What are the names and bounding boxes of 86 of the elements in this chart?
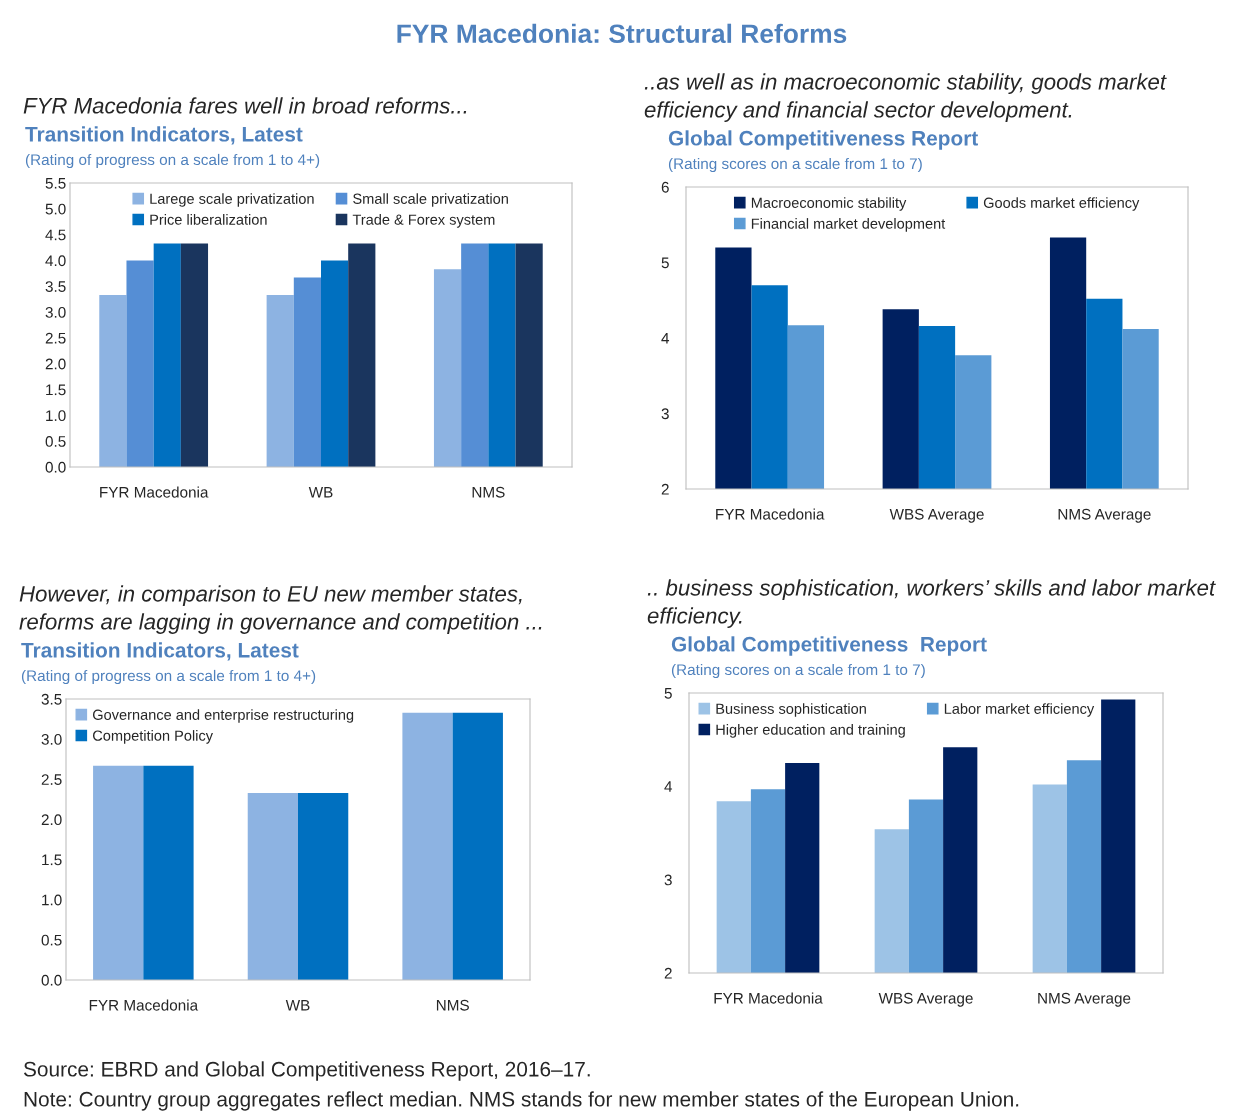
x-tick-label: FYR Macedonia xyxy=(100,486,209,498)
x-tick-label: WBS Average xyxy=(878,992,973,1007)
legend-label: Larege scale privatization xyxy=(150,193,314,207)
bar xyxy=(153,243,181,467)
x-tick-label: FYR Macedonia xyxy=(714,992,823,1004)
legend-label: Competition Policy xyxy=(92,730,213,744)
x-tick-label: FYR Macedonia xyxy=(716,508,825,520)
chart-title: Transition Indicators, Latest xyxy=(25,126,303,145)
legend-label: Financial market development xyxy=(751,218,946,232)
y-tick-label: 1.5 xyxy=(46,384,66,396)
bar xyxy=(99,295,127,467)
y-tick-label: 4 xyxy=(664,781,673,792)
y-tick-label: 3.5 xyxy=(45,281,66,292)
text: FYR Macedonia: Structural Reforms xyxy=(397,23,847,44)
legend-label: Small scale privatization xyxy=(353,193,508,207)
bar xyxy=(143,765,194,980)
source-note: Source: EBRD and Global Competitiveness Report, 2016–17. xyxy=(23,1061,590,1081)
y-tick-label: 4.0 xyxy=(45,255,66,267)
x-tick-label: NMS xyxy=(472,486,505,498)
x-tick-label: WBS Average xyxy=(889,508,984,523)
legend-label: Goods market efficiency xyxy=(983,197,1140,211)
legend-label: Price liberalization xyxy=(150,214,267,225)
chart-subtitle: (Rating scores on a scale from 1 to 7) xyxy=(671,663,925,679)
y-tick-label: 5 xyxy=(661,257,669,269)
legend-label: Trade & Forex system xyxy=(352,214,495,228)
chart-title: Global Competitiveness Report xyxy=(671,636,987,656)
bar xyxy=(461,243,489,467)
chart-subtitle: (Rating scores on a scale from 1 to 7) xyxy=(668,157,922,173)
y-tick-label: 3.5 xyxy=(41,693,62,705)
y-tick-label: 4.5 xyxy=(45,229,66,241)
y-tick-label: 1.0 xyxy=(42,894,62,906)
x-tick-label: WB xyxy=(308,487,333,498)
y-tick-label: 2.5 xyxy=(45,332,66,344)
legend-label: Labor market efficiency xyxy=(944,703,1095,717)
bar xyxy=(126,260,154,467)
y-tick-label: 1.0 xyxy=(46,410,66,422)
bar xyxy=(488,243,516,467)
legend-label: Governance and enterprise restructuring xyxy=(92,709,354,723)
y-tick-label: 2.0 xyxy=(41,814,62,826)
y-tick-label: 2.0 xyxy=(45,358,66,370)
bar xyxy=(93,765,144,980)
y-tick-label: 2.5 xyxy=(41,774,62,785)
y-tick-label: 2 xyxy=(661,483,669,495)
x-tick-label: NMS Average xyxy=(1038,992,1131,1007)
x-tick-label: FYR Macedonia xyxy=(89,999,199,1011)
y-tick-label: 0.5 xyxy=(41,934,62,946)
y-tick-label: 0.0 xyxy=(41,974,62,986)
chart-subtitle: (Rating of progress on a scale from 1 to 4+) xyxy=(21,669,316,685)
legend-label: Higher education and training xyxy=(716,724,905,738)
y-tick-label: 2 xyxy=(664,967,672,979)
x-tick-label: NMS xyxy=(436,999,469,1011)
text: ..as well as in macroeconomic stability, goods market efficiency and financial sector development. xyxy=(644,73,1167,122)
bar xyxy=(515,243,543,467)
legend-label: Macroeconomic stability xyxy=(751,197,907,211)
y-tick-label: 1.5 xyxy=(42,854,62,866)
bar xyxy=(180,243,209,467)
text: However, in comparison to EU new member states, reforms are lagging in governance and competition ... xyxy=(19,585,542,634)
y-tick-label: 5.0 xyxy=(45,203,66,215)
x-tick-label: WB xyxy=(285,1000,310,1011)
bar xyxy=(321,260,349,467)
text: Note: Country group aggregates reflect median. NMS stands for new member states of the European Union. xyxy=(24,1091,1019,1111)
bar xyxy=(298,792,349,980)
y-tick-label: 0.5 xyxy=(45,436,66,447)
y-tick-label: 3.0 xyxy=(45,306,66,318)
y-tick-label: 3 xyxy=(661,408,669,420)
legend-label: Business sophistication xyxy=(716,703,866,717)
text: FYR Macedonia fares well in broad reforms... xyxy=(23,97,467,114)
chart-title: Transition Indicators, Latest xyxy=(21,642,299,661)
y-tick-label: 3.0 xyxy=(41,734,62,745)
x-tick-label: NMS Average xyxy=(1058,508,1151,523)
chart-title: Global Competitiveness Report xyxy=(668,130,978,150)
y-tick-label: 4 xyxy=(661,333,670,344)
y-tick-label: 3 xyxy=(664,874,672,886)
bar xyxy=(402,712,453,980)
y-tick-label: 0.0 xyxy=(45,461,66,473)
text: .. business sophistication, workers’ skills and labor market efficiency. xyxy=(647,579,1216,628)
bar xyxy=(293,277,321,467)
bar xyxy=(247,792,298,980)
bar xyxy=(266,295,294,467)
chart-subtitle: (Rating of progress on a scale from 1 to 4+) xyxy=(25,153,320,169)
bar xyxy=(433,269,462,467)
y-tick-label: 5.5 xyxy=(45,178,66,189)
bar xyxy=(452,712,503,980)
y-tick-label: 5 xyxy=(664,688,672,699)
bar xyxy=(348,243,376,467)
y-tick-label: 6 xyxy=(661,181,669,193)
